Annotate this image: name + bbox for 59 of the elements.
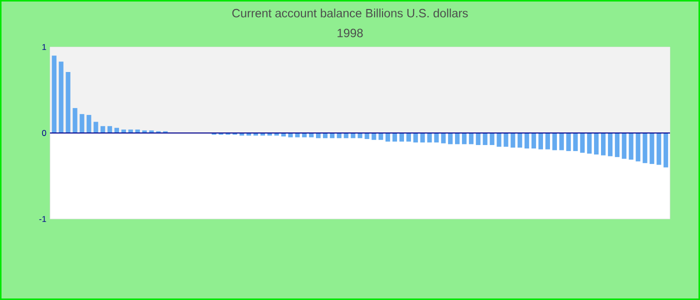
bar <box>107 126 112 133</box>
bar <box>587 133 592 154</box>
bar <box>58 62 64 133</box>
bar <box>504 133 508 147</box>
bar <box>545 133 550 150</box>
bar <box>448 133 453 144</box>
bar <box>406 133 411 142</box>
bar <box>52 56 56 133</box>
bar <box>518 133 522 148</box>
bar <box>392 133 398 142</box>
bar <box>441 133 446 144</box>
bar <box>608 133 613 156</box>
bar <box>538 133 544 150</box>
bar <box>650 133 654 164</box>
bar <box>94 122 98 133</box>
bar <box>468 133 474 144</box>
bar <box>462 133 467 144</box>
bar <box>531 133 536 148</box>
y-tick-label: 0 <box>42 130 46 136</box>
bar <box>482 133 488 146</box>
bar <box>552 133 557 150</box>
bar <box>664 133 668 168</box>
bar <box>614 133 620 158</box>
bar <box>86 114 92 133</box>
bar <box>386 133 390 142</box>
bar <box>580 133 585 153</box>
bar <box>420 133 425 142</box>
bar <box>427 133 432 142</box>
bar <box>455 133 460 144</box>
bar <box>378 133 384 140</box>
bar <box>642 133 648 164</box>
y-tick-label: 1 <box>42 44 46 50</box>
bar <box>434 133 439 142</box>
y-tick-label: -1 <box>39 216 46 222</box>
bar <box>399 133 404 142</box>
bar <box>636 133 640 162</box>
bar <box>600 133 606 156</box>
bar <box>559 133 564 150</box>
bar <box>573 133 578 152</box>
bar <box>80 114 84 133</box>
bar <box>66 72 70 133</box>
chart-subtitle: 1998 <box>338 28 363 38</box>
bar <box>510 133 516 148</box>
bar <box>566 133 571 152</box>
bar <box>524 133 530 148</box>
bar <box>364 133 370 140</box>
bar <box>628 133 634 160</box>
bar <box>656 133 662 165</box>
bar <box>358 133 362 138</box>
bar <box>413 133 418 142</box>
bar <box>496 133 502 147</box>
bar <box>100 126 106 133</box>
bar <box>72 108 78 133</box>
bar <box>490 133 494 146</box>
bar <box>372 133 376 140</box>
bar <box>476 133 480 146</box>
bar <box>622 133 626 159</box>
chart-title: Current account balance Billions U.S. dollars <box>232 8 468 18</box>
bar <box>594 133 599 154</box>
